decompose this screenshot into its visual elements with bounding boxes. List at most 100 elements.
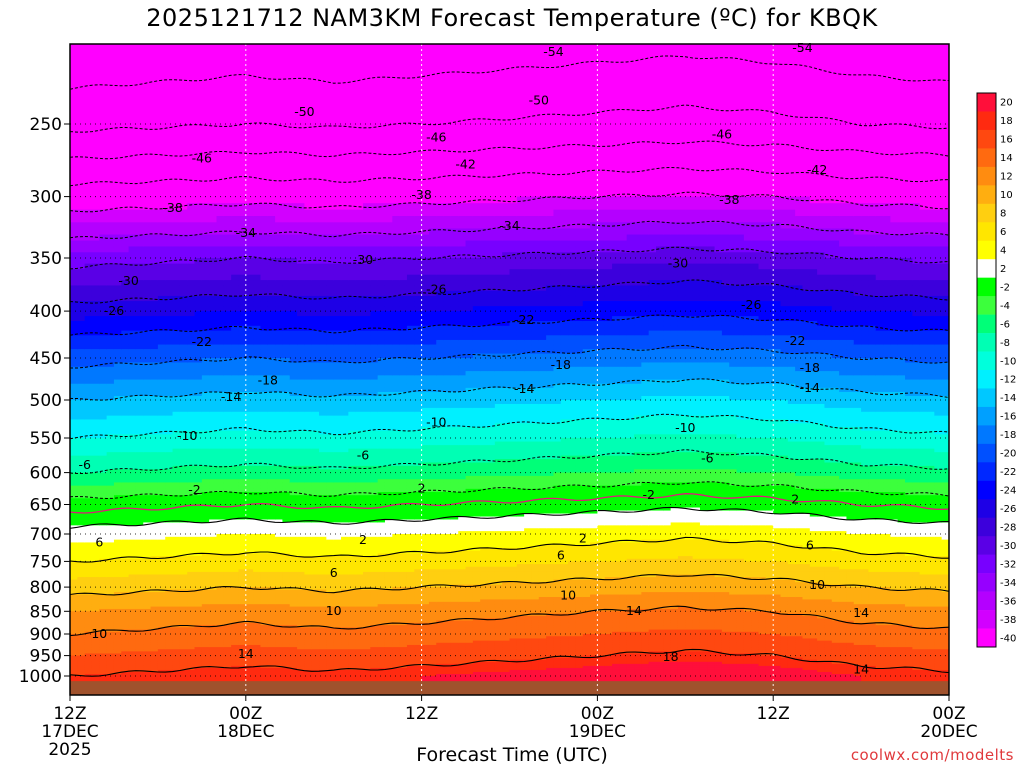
contour-label: 10 [809,577,825,592]
colorbar-label: 6 [1000,227,1006,238]
contour-label: -18 [551,357,571,372]
colorbar-swatch [977,222,996,242]
colorbar-swatch [977,185,996,205]
contour-label: -6 [357,447,370,462]
contour-label: 18 [663,649,679,664]
x-tick-label: 12Z [405,704,438,724]
isotherm--54 [70,55,949,90]
contour-label: -46 [426,130,446,145]
colorbar-label: 20 [1000,98,1013,109]
x-tick-label: 12Z [757,704,790,724]
x-tick-label: 00Z [229,704,262,724]
colorbar-swatch [977,111,996,131]
colorbar-label: -26 [1000,504,1016,515]
isotherm--38 [70,191,949,213]
colorbar-swatch [977,462,996,482]
colorbar-label: 8 [1000,209,1006,220]
y-tick-label: 550 [30,429,62,449]
colorbar: 20 18 16 14 12 10 8 6 4 2 -2 -4 -6 -8 -10 -12 -14 -16 -18 -… [976,92,1016,648]
colorbar-swatch [977,148,996,168]
colorbar-swatch [977,554,996,574]
isotherm--10 [70,413,949,440]
contour-label: -38 [719,192,739,207]
colorbar-label: 4 [1000,246,1006,257]
y-tick-label: 750 [30,552,62,572]
contour-label: 6 [806,538,814,553]
credit-link[interactable]: coolwx.com/modelts [851,746,1014,764]
contour-label: -22 [514,312,534,327]
y-tick-label: 450 [30,349,62,369]
contour-label: -26 [104,303,124,318]
colorbar-label: -22 [1000,467,1016,478]
contour-label: -18 [800,360,820,375]
ground-mask [70,681,949,695]
isotherm--34 [70,220,949,239]
x-tick-label: 00Z [581,704,614,724]
colorbar-swatch [977,93,996,112]
contour-label: -10 [426,415,446,430]
x-tick-label: 17DEC [41,722,98,742]
isotherm-0 [70,493,949,514]
y-tick-label: 400 [30,302,62,322]
y-tick-label: 350 [30,249,62,269]
contour-label: 14 [853,661,869,676]
y-tick-label: 850 [30,602,62,622]
y-tick-label: 800 [30,578,62,598]
colorbar-swatch [977,406,996,426]
isotherm--18 [70,344,949,369]
contour-label: -26 [741,297,761,312]
colorbar-label: -4 [1000,301,1010,312]
colorbar-swatch [977,314,996,334]
colorbar-swatch [977,240,996,260]
y-axis: 250 300 350 400 450 500 550 600 650 700 750 800 850 9… [19,115,70,687]
x-tick-label: 12Z [53,704,86,724]
y-tick-label: 950 [30,647,62,667]
chart-title: 2025121712 NAM3KM Forecast Temperature (… [0,4,1024,32]
colorbar-label: -8 [1000,338,1010,349]
x-tick-label: 18DEC [217,722,274,742]
contour-label: -42 [455,156,475,171]
contour-label: -6 [78,457,91,472]
isotherm--46 [70,140,949,160]
colorbar-label: 10 [1000,190,1013,201]
contour-label: 6 [95,534,103,549]
colorbar-label: -20 [1000,449,1016,460]
contour-label: -34 [499,218,519,233]
colorbar-label: -14 [1000,393,1016,404]
colorbar-swatch [977,203,996,223]
colorbar-swatch [977,499,996,519]
colorbar-swatch [977,370,996,389]
colorbar-swatch [977,610,996,629]
temperature-field [70,44,949,695]
contour-label: -30 [353,252,373,267]
y-tick-label: 250 [30,115,62,135]
isotherm--22 [70,314,949,336]
isotherm-10 [70,573,949,596]
contour-label: 14 [626,603,642,618]
colorbar-label: -2 [1000,282,1010,293]
contour-label: -34 [236,225,256,240]
contour-label: -54 [792,40,812,55]
contour-label: -30 [668,256,688,271]
y-tick-label: 900 [30,625,62,645]
y-tick-label: 650 [30,496,62,516]
contour-label: 2 [791,491,799,506]
isotherm--14 [70,378,949,401]
contour-label: -38 [411,187,431,202]
contour-label: 10 [560,588,576,603]
contour-label: -10 [675,420,695,435]
contour-label: 14 [238,646,254,661]
contour-label: 6 [557,548,565,563]
colorbar-swatch [977,443,996,463]
contour-label: -50 [529,92,549,107]
colorbar-label: -32 [1000,559,1016,570]
contour-label: -50 [294,104,314,119]
contour-labels: -54 -54 -50 -50 -46 -46 -46 -42 -42 -38 -38 -38 -34 -… [78,40,869,677]
x-axis-title: Forecast Time (UTC) [0,744,1024,766]
isotherm--26 [70,279,949,304]
plot-frame [69,43,950,696]
contour-label: -38 [162,200,182,215]
isotherm--30 [70,246,949,270]
x-tick-label: 19DEC [569,722,626,742]
